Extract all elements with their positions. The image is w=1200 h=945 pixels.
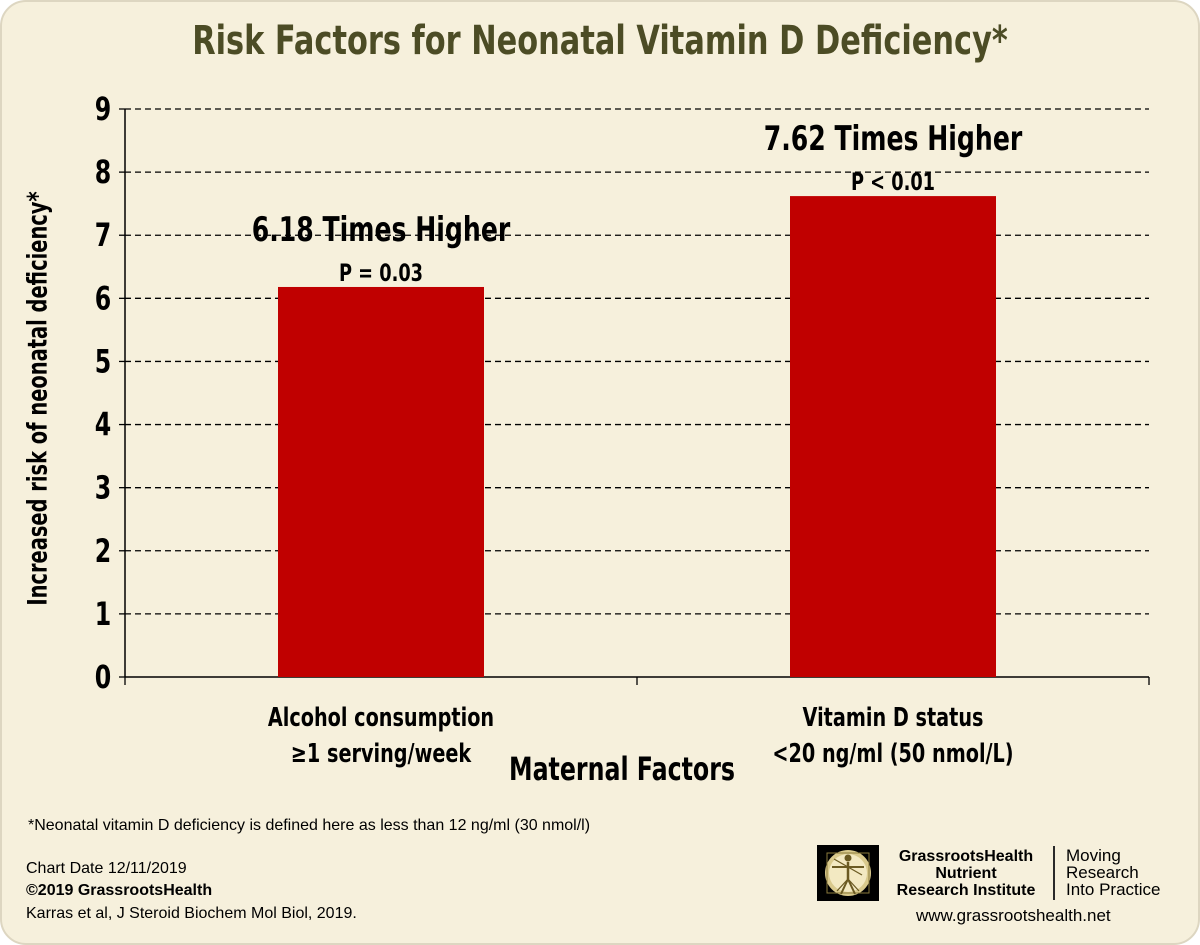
y-tick-label: 2 [95, 532, 111, 570]
chart-date: Chart Date 12/11/2019 [26, 860, 187, 877]
org-line-1: GrassrootsHealth [898, 848, 1034, 865]
org-line-3: Research Institute [896, 882, 1036, 899]
y-tick-label: 8 [95, 154, 111, 192]
y-tick-label: 1 [95, 595, 111, 633]
bar-headline-label: 6.18 Times Higher [252, 210, 511, 250]
logo-icon [817, 845, 879, 901]
y-tick-label: 3 [95, 469, 111, 507]
tagline: Moving Research Into Practice [1066, 847, 1161, 898]
x-category-label: <20 ng/ml (50 nmol/L) [772, 739, 1013, 769]
chart-title: Risk Factors for Neonatal Vitamin D Defi… [192, 18, 1008, 64]
x-category-label: ≥1 serving/week [291, 739, 472, 769]
y-tick-label: 0 [95, 658, 111, 696]
website-link[interactable]: www.grassrootshealth.net [916, 906, 1111, 925]
copyright: ©2019 GrassrootsHealth [26, 882, 213, 899]
bar-pvalue-label: P < 0.01 [851, 167, 935, 195]
logo-divider [1053, 846, 1055, 900]
bar [790, 196, 996, 678]
y-axis-label: Increased risk of neonatal deficiency* [22, 191, 54, 606]
y-tick-label: 9 [95, 90, 111, 128]
y-tick-label: 6 [95, 280, 111, 318]
x-category-label: Alcohol consumption [268, 703, 494, 733]
tagline-line-3: Into Practice [1066, 880, 1161, 899]
x-axis-label: Maternal Factors [509, 750, 735, 788]
bar [278, 286, 484, 677]
tagline-line-1: Moving [1066, 846, 1121, 865]
bar-chart: 0 1 2 3 4 5 6 7 8 9 6.18 Times Higher P = 0.03 Alcoh… [95, 90, 1150, 769]
tagline-line-2: Research [1066, 863, 1139, 882]
org-name: GrassrootsHealth Nutrient Research Insti… [886, 848, 1046, 899]
x-category-label: Vitamin D status [803, 703, 984, 733]
org-line-2: Nutrient [935, 865, 997, 882]
y-tick-label: 7 [95, 217, 111, 255]
footnote: *Neonatal vitamin D deficiency is define… [28, 817, 591, 834]
bar-headline-label: 7.62 Times Higher [764, 119, 1023, 159]
citation: Karras et al, J Steroid Biochem Mol Biol… [26, 905, 357, 922]
y-tick-label: 4 [95, 406, 111, 444]
y-tick-label: 5 [95, 343, 111, 381]
bar-pvalue-label: P = 0.03 [339, 258, 423, 286]
